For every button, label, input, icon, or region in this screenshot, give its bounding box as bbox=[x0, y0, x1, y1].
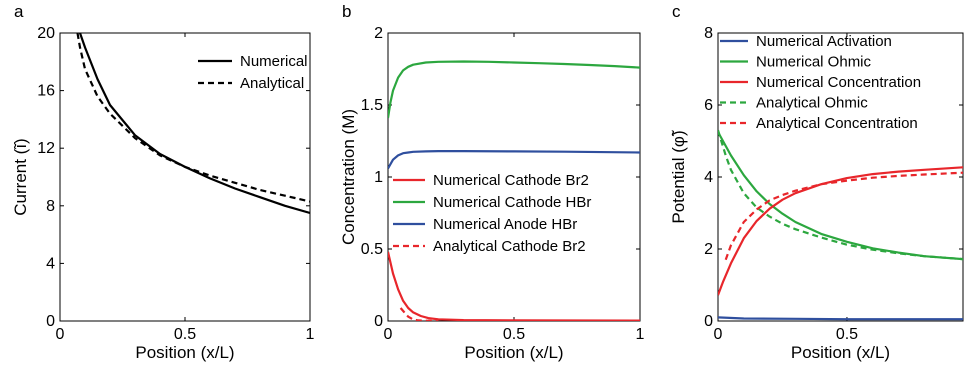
panel-letter: c bbox=[672, 2, 681, 21]
y-axis-label: Current (ĩ) bbox=[11, 138, 30, 215]
y-tick-label: 4 bbox=[46, 255, 55, 272]
series-line bbox=[718, 131, 963, 261]
y-tick-label: 0 bbox=[374, 313, 383, 330]
y-tick-label: 1 bbox=[374, 169, 383, 186]
series-line bbox=[718, 166, 963, 296]
x-tick-label: 0 bbox=[384, 326, 393, 343]
series-line bbox=[388, 60, 640, 119]
series-line bbox=[399, 307, 439, 321]
x-tick-label: 0.5 bbox=[174, 326, 196, 343]
series-line bbox=[388, 150, 640, 169]
y-tick-label: 6 bbox=[704, 97, 713, 114]
y-tick-label: 12 bbox=[37, 140, 55, 157]
y-tick-label: 8 bbox=[46, 198, 55, 215]
x-axis-label: Position (x/L) bbox=[135, 343, 234, 362]
y-tick-label: 16 bbox=[37, 83, 55, 100]
x-tick-label: 0 bbox=[714, 326, 723, 343]
legend-entry: Numerical Cathode HBr bbox=[433, 194, 591, 211]
panel-letter: b bbox=[342, 2, 351, 21]
y-tick-label: 2 bbox=[374, 25, 383, 42]
y-tick-label: 1.5 bbox=[361, 97, 383, 114]
x-axis-label: Position (x/L) bbox=[791, 343, 890, 362]
legend-entry: Numerical Cathode Br2 bbox=[433, 172, 589, 189]
legend-entry: Numerical bbox=[240, 53, 308, 70]
series-line bbox=[724, 171, 963, 261]
panel-b: b 0 0.5 1 0 0.5 1 1.5 2 Position (x/L) Concentrati… bbox=[339, 2, 645, 362]
x-tick-label: 0 bbox=[56, 326, 65, 343]
y-tick-label: 0 bbox=[704, 313, 713, 330]
legend-entry: Analytical Ohmic bbox=[756, 95, 868, 112]
legend-entry: Numerical Activation bbox=[756, 33, 892, 50]
x-tick-label: 0.5 bbox=[503, 326, 525, 343]
panel-c: c 0 0.5 0 2 4 6 8 Position (x/L) Potential (φ̃) Nu… bbox=[669, 2, 964, 362]
panel-a: a 0 0.5 1 0 4 8 12 16 20 Position (x/L) Current (ĩ)… bbox=[11, 2, 315, 362]
y-axis-label: Potential (φ̃) bbox=[669, 130, 688, 224]
legend-entry: Analytical Concentration bbox=[756, 115, 918, 132]
series-line bbox=[718, 129, 963, 261]
series-line bbox=[76, 33, 310, 203]
x-tick-label: 0.5 bbox=[836, 326, 858, 343]
y-tick-label: 0 bbox=[46, 313, 55, 330]
legend-entry: Numerical Anode HBr bbox=[433, 216, 577, 233]
panel-letter: a bbox=[14, 2, 24, 21]
y-tick-label: 2 bbox=[704, 241, 713, 258]
legend-entry: Analytical Cathode Br2 bbox=[433, 238, 586, 255]
series-line bbox=[718, 316, 963, 321]
y-tick-label: 8 bbox=[704, 25, 713, 42]
y-axis-label: Concentration (M) bbox=[339, 109, 358, 245]
y-tick-label: 0.5 bbox=[361, 241, 383, 258]
x-tick-label: 1 bbox=[306, 326, 315, 343]
x-tick-label: 1 bbox=[636, 326, 645, 343]
series-line bbox=[388, 251, 640, 321]
x-axis-label: Position (x/L) bbox=[464, 343, 563, 362]
series-line bbox=[78, 33, 310, 215]
legend-entry: Numerical Ohmic bbox=[756, 54, 872, 71]
legend-entry: Analytical bbox=[240, 75, 304, 92]
y-tick-label: 4 bbox=[704, 169, 713, 186]
y-tick-label: 20 bbox=[37, 25, 55, 42]
legend-entry: Numerical Concentration bbox=[756, 74, 921, 91]
